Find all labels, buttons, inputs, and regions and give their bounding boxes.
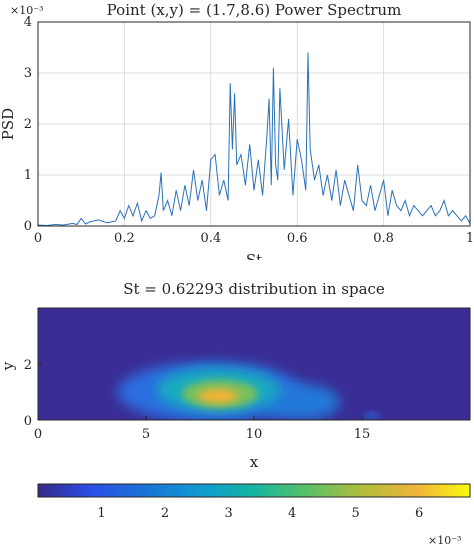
colorbar-tick-label: 6 [415, 506, 423, 521]
heatmap-x-tick-label: 10 [246, 427, 263, 442]
y-tick-label: 1 [24, 168, 32, 183]
y-tick-label: 0 [24, 219, 32, 234]
x-tick-labels: 0 0.2 0.4 0.6 0.8 1 [34, 231, 474, 246]
y-tick-label: 2 [24, 117, 32, 132]
x-tick-label: 0.8 [373, 231, 394, 246]
colorbar-tick-label: 5 [352, 506, 360, 521]
heatmap-x-tick-label: 0 [34, 427, 42, 442]
x-tick-label: 0.4 [200, 231, 221, 246]
colorbar-tick-label: 2 [161, 506, 169, 521]
x-axis-label: St [246, 251, 262, 260]
power-spectrum-chart: 0 0.2 0.4 0.6 0.8 1 0 1 2 3 4 Point (x,y) = (1.7,… [0, 1, 474, 260]
heatmap-y-tick-label: 0 [24, 414, 32, 429]
field-peak-region [198, 389, 238, 403]
heatmap-y-label: y [0, 361, 17, 371]
heatmap-x-label: x [250, 453, 259, 471]
colorbar-ticks: 1 2 3 4 5 6 [97, 506, 423, 521]
heatmap-field [118, 362, 379, 420]
spatial-distribution-chart: St = 0.62293 distribution in space 0 5 10 1… [0, 280, 471, 547]
colorbar-tick-label: 1 [97, 506, 105, 521]
x-tick-label: 1 [466, 231, 474, 246]
y-tick-label: 3 [24, 66, 32, 81]
grid-lines [38, 22, 470, 226]
field-small-spot [365, 413, 379, 419]
y-tick-label: 4 [24, 15, 32, 30]
heatmap-y-tick-label: 2 [24, 358, 32, 373]
y-tick-labels: 0 1 2 3 4 [24, 15, 32, 234]
x-tick-label: 0.2 [114, 231, 135, 246]
plot-frame [37, 21, 471, 227]
x-tick-label: 0.6 [287, 231, 308, 246]
field-tail-region [260, 384, 340, 420]
y-multiplier-label: ×10⁻³ [10, 4, 43, 17]
psd-series-line [37, 52, 471, 227]
colorbar-tick-label: 3 [224, 506, 232, 521]
heatmap-y-ticks: 02 [24, 358, 42, 429]
heatmap-x-tick-label: 5 [142, 427, 150, 442]
chart-title: Point (x,y) = (1.7,8.6) Power Spectrum [107, 1, 402, 19]
heatmap-title: St = 0.62293 distribution in space [123, 280, 385, 298]
heatmap-x-tick-label: 15 [354, 427, 371, 442]
heatmap-x-ticks: 0 5 10 15 [34, 416, 370, 442]
y-axis-label: PSD [0, 108, 17, 140]
x-tick-label: 0 [34, 231, 42, 246]
colorbar [37, 483, 471, 498]
colorbar-tick-label: 4 [288, 506, 296, 521]
colorbar-multiplier-label: ×10⁻³ [428, 534, 461, 547]
